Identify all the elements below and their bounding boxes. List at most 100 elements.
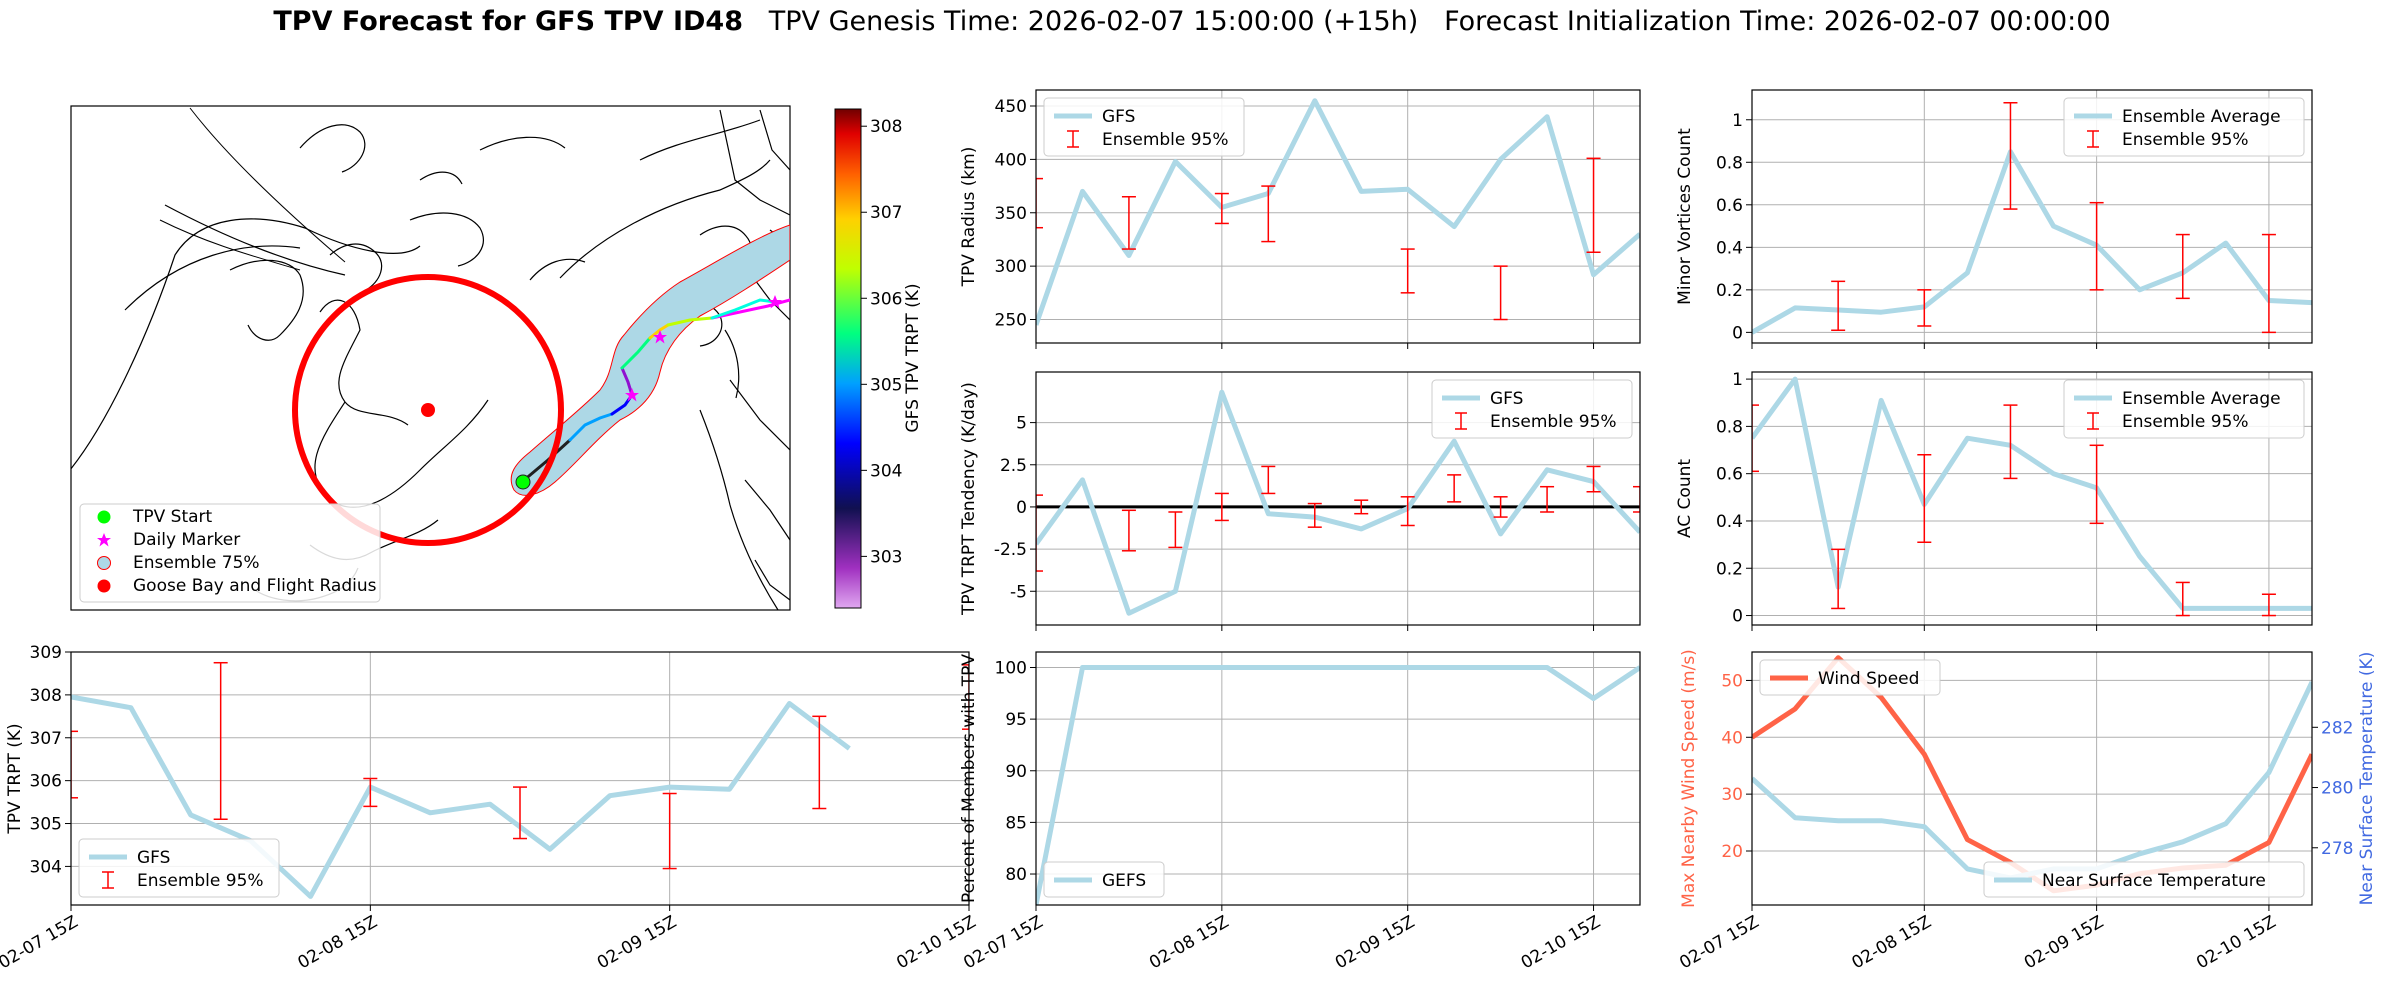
x-tick-label: 02-10 15Z <box>1518 912 1604 973</box>
series-line-ensemble-average <box>1752 376 2312 611</box>
colorbar-tick-label: 305 <box>870 375 902 395</box>
chart-legend-box <box>2063 379 2305 439</box>
map-legend: TPV Start Daily Marker Ensemble 75% Goos… <box>79 503 381 603</box>
y-axis-label: TPV Radius (km) <box>959 147 979 288</box>
legend-label: GEFS <box>1102 871 1146 891</box>
colorbar-tick-label: 304 <box>870 461 902 481</box>
chart-legend-box <box>1431 379 1633 439</box>
ensemble-95-errorbar <box>1540 485 1555 513</box>
y-tick-label: 305 <box>30 815 62 835</box>
y-tick-label: 0 <box>1016 498 1027 518</box>
daily-marker-star <box>768 295 782 309</box>
ensemble-95-errorbar <box>1261 465 1276 495</box>
chart-legend: Near Surface Temperature <box>1983 861 2305 898</box>
y-axis-label: TPV TRPT Tendency (K/day) <box>959 382 979 616</box>
x-tick-label: 02-10 15Z <box>2193 912 2279 973</box>
ensemble-95-errorbar <box>2261 593 2276 617</box>
ensemble-95-errorbar <box>962 664 969 730</box>
legend-label: Ensemble 95% <box>1490 412 1617 432</box>
ensemble-95-errorbar <box>1121 196 1136 250</box>
ensemble-95-errorbar <box>1121 509 1136 552</box>
y-tick-label: 307 <box>30 729 62 749</box>
legend-label: Daily Marker <box>133 530 240 550</box>
chart-legend-box <box>1043 861 1165 898</box>
legend-label: Ensemble 95% <box>2122 130 2249 150</box>
tpv-start-marker <box>515 474 531 490</box>
ensemble-95-errorbar <box>1400 248 1415 294</box>
plot-frame <box>1035 651 1641 906</box>
ensemble-95-errorbar <box>363 777 378 808</box>
x-tick-label: 02-09 15Z <box>1332 912 1418 973</box>
ensemble-95-errorbar <box>1917 289 1932 327</box>
y-tick-label: -5 <box>1010 582 1027 602</box>
y-tick-label: 20 <box>1721 842 1743 862</box>
y-tick-label: 400 <box>995 150 1027 170</box>
colorbar-label: GFS TPV TRPT (K) <box>903 283 923 432</box>
ensemble-95-errorbar <box>1493 265 1508 321</box>
ensemble-95-errorbar <box>1307 502 1322 528</box>
x-tick-label: 02-09 15Z <box>594 912 680 973</box>
ensemble-95-errorbar <box>1214 192 1229 225</box>
ensemble-95-errorbar <box>1400 496 1415 527</box>
y-tick-label: 250 <box>995 311 1027 331</box>
y-right-tick-label: 280 <box>2321 779 2353 799</box>
y-tick-label: 0 <box>1732 323 1743 343</box>
y-tick-label: 0.8 <box>1716 153 1743 173</box>
chart-legend-box <box>1759 659 1941 696</box>
y-tick-label: 0.8 <box>1716 417 1743 437</box>
chart-radius: 250 300 350 400 450 TPV Radius (km) GFS Ensembl… <box>959 89 1641 349</box>
y-axis-label: Minor Vortices Count <box>1675 128 1695 305</box>
ensemble-95-errorbar <box>2175 581 2190 617</box>
y-right-tick-label: 282 <box>2321 718 2353 738</box>
legend-label: TPV Start <box>132 507 213 527</box>
y-tick-label: 85 <box>1005 813 1027 833</box>
y-tick-label: 1 <box>1732 370 1743 390</box>
chart-legend-box <box>1983 861 2305 898</box>
ensemble-95-errorbar <box>1493 496 1508 518</box>
y-axis-label: TPV TRPT (K) <box>5 723 25 834</box>
y-tick-label: 50 <box>1721 671 1743 691</box>
legend-label: Ensemble Average <box>2122 107 2281 127</box>
map-panel: TPV Start Daily Marker Ensemble 75% Goos… <box>70 105 923 611</box>
figure-title-genesis: TPV Genesis Time: 2026-02-07 15:00:00 (+… <box>768 6 1419 37</box>
ensemble-95-errorbar <box>513 786 527 840</box>
daily-markers <box>625 295 782 402</box>
chart-legend: GFS Ensemble 95% <box>1043 97 1245 157</box>
y-tick-label: 5 <box>1016 414 1027 434</box>
x-tick-label: 02-08 15Z <box>295 912 381 973</box>
y-tick-label: 0.6 <box>1716 465 1743 485</box>
series-line-gfs <box>1036 389 1640 616</box>
legend-label: Ensemble 95% <box>2122 412 2249 432</box>
series-line-gfs <box>71 694 851 899</box>
chart-legend: GFS Ensemble 95% <box>1431 379 1633 439</box>
y-tick-label: 30 <box>1721 785 1743 805</box>
legend-label: Ensemble 95% <box>1102 130 1229 150</box>
ensemble-95-errorbar <box>1261 185 1276 243</box>
chart-legend-box <box>1043 97 1245 157</box>
series-line-ensemble-average <box>1752 149 2312 335</box>
y-tick-label: 300 <box>995 257 1027 277</box>
daily-marker-star <box>653 330 667 344</box>
series-line-gfs <box>1036 98 1640 326</box>
series-line-gefs <box>1036 665 1640 905</box>
plot-frame <box>70 651 970 906</box>
ensemble-95-errorbar <box>71 730 78 799</box>
legend-label: Wind Speed <box>1818 669 1919 689</box>
map-border-line <box>189 107 346 263</box>
chart-legend: GFS Ensemble 95% <box>78 838 280 898</box>
ensemble-95-errorbar <box>2261 233 2276 334</box>
legend-icon-ensemble-75 <box>97 556 111 570</box>
y-tick-label: 100 <box>995 658 1027 678</box>
chart-trpt: 304 305 306 307 308 309 02-07 15Z 02-08 15Z 02-0… <box>0 643 980 973</box>
y-tick-label: 0.2 <box>1716 559 1743 579</box>
ensemble-95-errorbar <box>1168 511 1183 549</box>
colorbar-tick-label: 306 <box>870 289 902 309</box>
y-tick-label: 2.5 <box>1000 456 1027 476</box>
figure-title-bold: TPV Forecast for GFS TPV ID48 <box>273 6 743 37</box>
legend-label: Ensemble 75% <box>133 553 260 573</box>
y-tick-label: 1 <box>1732 111 1743 131</box>
ensemble-95-errorbar <box>662 792 677 870</box>
y-right-axis-label: Near Surface Temperature (K) <box>2357 652 2377 906</box>
y-tick-label: 0.4 <box>1716 512 1743 532</box>
